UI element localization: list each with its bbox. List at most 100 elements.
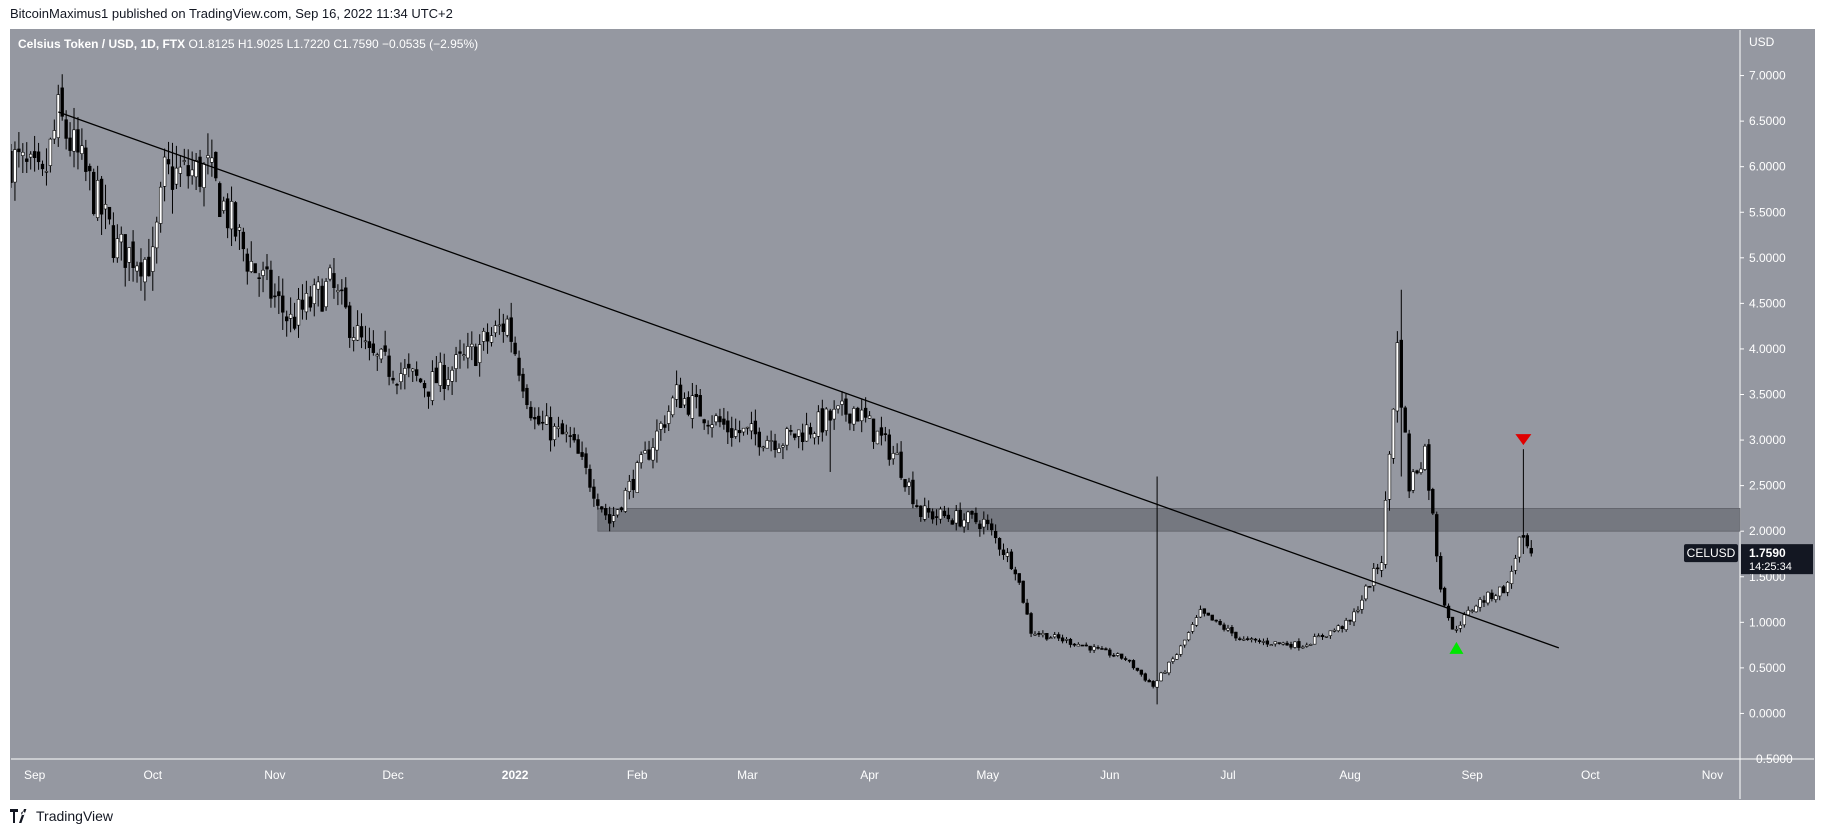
price-chart[interactable]: 7.0000 6.5000 6.0000 5.5000 5.0000 4.5000 4.00… (11, 30, 1814, 799)
x-tick-label: Dec (382, 768, 403, 782)
candle-body (186, 165, 190, 177)
candle-body (1309, 644, 1313, 646)
candle-body (804, 424, 809, 442)
candle-body (1127, 659, 1132, 662)
x-tick-label: Oct (1581, 768, 1600, 782)
candle-body (371, 343, 376, 353)
candle-body (1470, 610, 1474, 612)
candle-body (1320, 634, 1325, 638)
candle-body (1041, 633, 1045, 636)
price-tag-value: 1.7590 (1749, 546, 1786, 560)
candle-body (883, 433, 888, 435)
candle-body (1210, 614, 1214, 621)
candle-body (926, 508, 931, 513)
candle-body (1053, 634, 1057, 638)
candle-body (1029, 613, 1033, 634)
candle-body (860, 409, 864, 422)
candle-body (359, 326, 364, 338)
candle-body (1494, 595, 1498, 600)
x-tick-label: Nov (1702, 768, 1723, 782)
candle-body (1281, 642, 1285, 645)
y-tick-label: 3.5000 (1749, 388, 1786, 402)
candle-body (544, 415, 549, 425)
chart-frame[interactable]: 7.0000 6.5000 6.0000 5.5000 5.0000 4.5000 4.00… (10, 29, 1815, 800)
candle-body (355, 325, 360, 341)
candle-body (588, 468, 592, 488)
candle-body (895, 452, 899, 455)
candle-body (95, 180, 100, 218)
candle-body (1269, 644, 1273, 647)
candle-body (281, 295, 285, 313)
candle-body (604, 508, 608, 516)
candle-body (1509, 571, 1514, 584)
candle-body (521, 373, 525, 392)
candle-body (44, 171, 49, 173)
candle-body (867, 415, 872, 419)
candle-body (1403, 407, 1407, 433)
candle-body (1273, 641, 1277, 645)
down-arrow-icon (1515, 434, 1532, 446)
candle-body (434, 367, 439, 384)
candle-body (607, 514, 612, 524)
y-tick-label: 2.5000 (1749, 479, 1786, 493)
candle-body (923, 505, 927, 520)
candle-body (422, 382, 427, 389)
candle-body (64, 119, 68, 139)
candle-body (745, 426, 750, 429)
candle-body (1009, 551, 1014, 570)
candle-body (229, 201, 234, 230)
candles-group (11, 74, 1533, 705)
candle-body (92, 171, 96, 215)
candle-body (1194, 617, 1199, 626)
candle-body (1108, 649, 1112, 656)
candle-body (1131, 660, 1136, 669)
symbol-tag-bg (1684, 544, 1738, 563)
candle-body (198, 156, 202, 187)
candle-body (954, 510, 958, 524)
candle-body (1336, 625, 1340, 632)
candle-body (351, 337, 356, 341)
candle-body (1474, 605, 1478, 613)
y-tick-label: 5.5000 (1749, 205, 1786, 219)
candle-body (797, 429, 801, 437)
candle-body (919, 505, 923, 518)
candle-body (474, 346, 478, 366)
candle-body (1182, 639, 1187, 646)
candle-body (225, 198, 230, 229)
candle-body (930, 511, 935, 520)
footer-brand-label: TradingView (36, 808, 114, 824)
candle-body (1419, 468, 1423, 473)
candle-body (1525, 535, 1529, 547)
candle-body (218, 183, 222, 218)
y-tick-label: 5.0000 (1749, 251, 1786, 265)
candle-body (1293, 641, 1297, 648)
candle-body (1505, 582, 1510, 593)
candle-body (946, 514, 951, 520)
candle-body (245, 253, 249, 272)
candle-body (470, 343, 474, 348)
candle-body (1033, 633, 1037, 636)
candle-body (1375, 567, 1380, 570)
candle-body (714, 415, 718, 423)
candle-body (1214, 619, 1218, 622)
footer-brand[interactable]: TradingView (10, 808, 113, 824)
time-scale-area (11, 759, 1814, 799)
y-tick-label: 6.5000 (1749, 114, 1786, 128)
candle-body (682, 398, 687, 406)
candle-body (296, 299, 301, 326)
x-tick-label: Feb (627, 768, 648, 782)
candle-body (974, 512, 978, 523)
candle-body (304, 293, 309, 313)
candle-body (726, 420, 730, 433)
candle-body (210, 157, 214, 163)
candle-body (1159, 672, 1163, 682)
candle-body (462, 354, 466, 357)
candle-body (982, 518, 986, 528)
candle-body (741, 427, 746, 433)
candle-body (753, 420, 758, 435)
y-tick-label: 4.0000 (1749, 342, 1786, 356)
candle-body (611, 515, 616, 522)
candle-body (194, 159, 198, 178)
candle-body (316, 281, 320, 290)
legend-close-label: C (333, 37, 342, 51)
